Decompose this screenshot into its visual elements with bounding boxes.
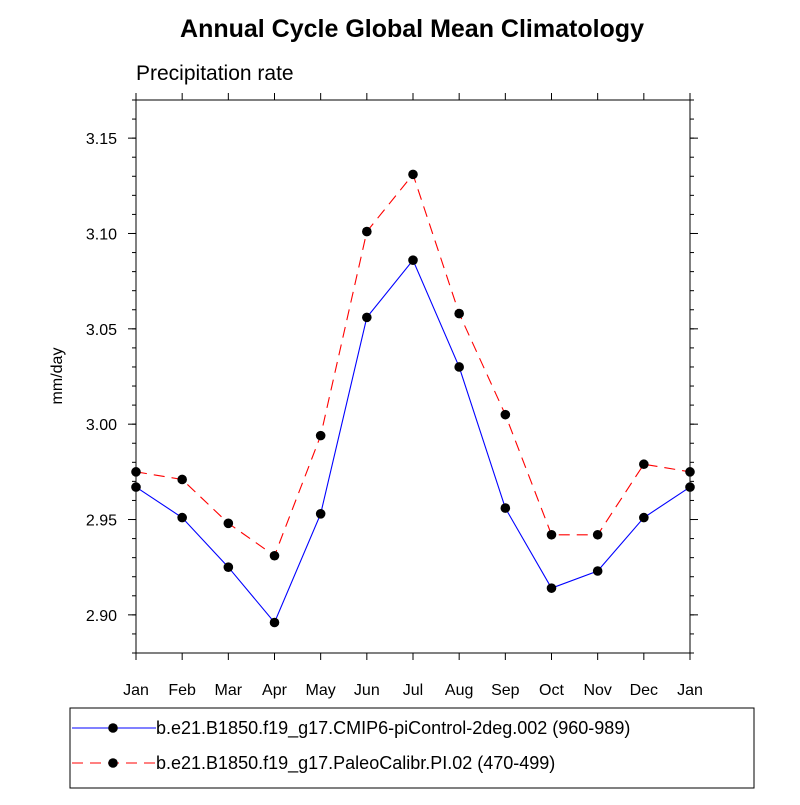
legend-marker-1 bbox=[108, 723, 118, 733]
series-2-point bbox=[177, 474, 187, 485]
x-tick-label: Jun bbox=[354, 682, 380, 699]
series-layer bbox=[131, 169, 695, 628]
series-1-point bbox=[639, 512, 649, 523]
series-1-point bbox=[685, 482, 695, 492]
series-2-point bbox=[639, 459, 649, 470]
x-tick-label: Nov bbox=[583, 682, 611, 699]
series-1-point bbox=[177, 512, 187, 523]
y-tick-label: 3.00 bbox=[86, 417, 117, 434]
series-2-point bbox=[500, 409, 511, 420]
series-1-point bbox=[500, 503, 511, 513]
x-tick-label: Feb bbox=[168, 682, 196, 699]
legend-entries: b.e21.B1850.f19_g17.CMIP6-piControl-2deg… bbox=[72, 718, 630, 774]
series-1-point bbox=[546, 583, 557, 593]
y-axis-label: mm/day bbox=[49, 348, 66, 405]
series-1-point bbox=[454, 362, 464, 372]
x-tick-label: Sep bbox=[491, 682, 520, 699]
x-tick-label: Jan bbox=[677, 682, 703, 699]
series-2-point bbox=[592, 529, 603, 540]
plot-area-border bbox=[135, 99, 691, 654]
y-tick-label: 2.95 bbox=[86, 513, 117, 530]
y-tick-label: 3.15 bbox=[86, 131, 117, 148]
x-tick-label: Jan bbox=[123, 682, 149, 699]
y-axis: 2.90 2.95 3.00 3.05 3.10 3.15 bbox=[86, 99, 698, 654]
x-tick-label: Mar bbox=[215, 682, 243, 699]
series-1-point bbox=[592, 566, 603, 576]
x-tick-label: Oct bbox=[539, 682, 564, 699]
series-2-point bbox=[315, 430, 326, 441]
series-2-point bbox=[408, 169, 418, 180]
legend: b.e21.B1850.f19_g17.CMIP6-piControl-2deg… bbox=[69, 707, 755, 789]
series-2-point bbox=[269, 550, 280, 561]
series-line-2 bbox=[135, 173, 691, 557]
legend-box bbox=[69, 707, 755, 789]
series-2-point bbox=[454, 308, 464, 319]
chart-subtitle: Precipitation rate bbox=[136, 62, 294, 85]
legend-label-1: b.e21.B1850.f19_g17.CMIP6-piControl-2deg… bbox=[156, 718, 630, 739]
series-1-point bbox=[223, 562, 234, 572]
x-axis: Jan Feb Mar Apr May Jun Jul Aug Sep Oct Nov Dec Jan bbox=[123, 93, 703, 699]
series-1-point bbox=[269, 617, 280, 628]
series-1-point bbox=[131, 482, 141, 492]
legend-label-2: b.e21.B1850.f19_g17.PaleoCalibr.PI.02 (4… bbox=[156, 753, 555, 774]
x-tick-label: Apr bbox=[262, 682, 288, 699]
y-tick-label: 3.10 bbox=[86, 226, 117, 243]
series-1-point bbox=[362, 312, 372, 323]
x-tick-label: Jul bbox=[403, 682, 423, 699]
series-line-1 bbox=[135, 259, 691, 624]
series-2-point bbox=[131, 467, 141, 477]
y-tick-label: 2.90 bbox=[86, 608, 117, 625]
x-tick-label: May bbox=[306, 682, 336, 699]
series-2-point bbox=[546, 529, 557, 540]
y-tick-label: 3.05 bbox=[86, 322, 117, 339]
series-1-point bbox=[315, 508, 326, 519]
series-2-point bbox=[223, 518, 234, 529]
chart-title: Annual Cycle Global Mean Climatology bbox=[180, 15, 644, 43]
x-tick-label: Aug bbox=[445, 682, 473, 699]
series-1-point bbox=[408, 255, 418, 265]
series-2-point bbox=[362, 226, 372, 237]
x-tick-label: Dec bbox=[630, 682, 658, 699]
legend-marker-2 bbox=[108, 758, 118, 768]
series-2-point bbox=[685, 467, 695, 477]
